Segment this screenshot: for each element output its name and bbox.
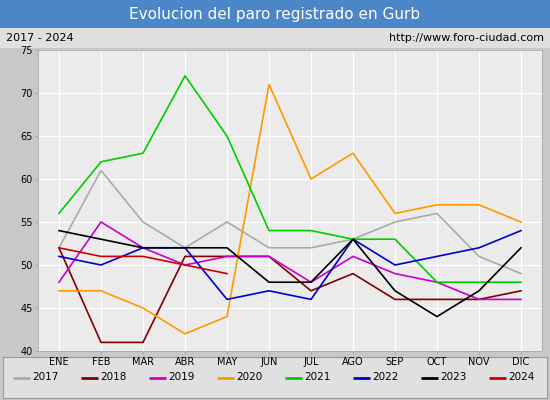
Text: 2018: 2018: [100, 372, 126, 382]
Text: 2017 - 2024: 2017 - 2024: [6, 33, 73, 43]
Text: 2021: 2021: [304, 372, 331, 382]
Text: Evolucion del paro registrado en Gurb: Evolucion del paro registrado en Gurb: [129, 6, 421, 22]
Text: 2020: 2020: [236, 372, 262, 382]
Text: 2017: 2017: [32, 372, 58, 382]
Text: 2023: 2023: [441, 372, 467, 382]
Text: http://www.foro-ciudad.com: http://www.foro-ciudad.com: [389, 33, 544, 43]
Text: 2022: 2022: [372, 372, 399, 382]
Text: 2019: 2019: [168, 372, 195, 382]
Text: 2024: 2024: [508, 372, 535, 382]
